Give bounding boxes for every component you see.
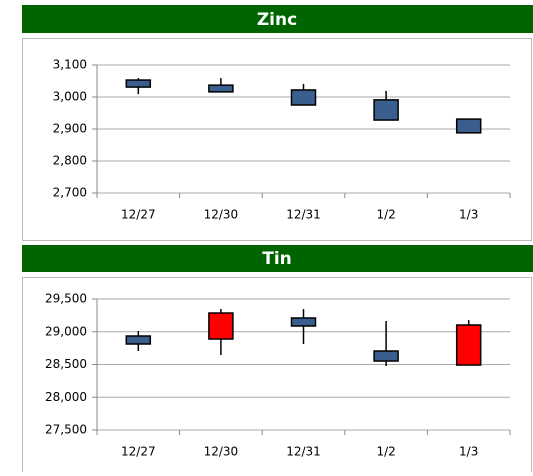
candle-body: [455, 324, 482, 366]
candle-body: [455, 118, 482, 134]
x-tick-label: 1/2: [376, 208, 395, 222]
chart-frame: [22, 38, 532, 241]
x-tick-label: 1/3: [459, 445, 478, 459]
x-tick-label: 1/2: [376, 445, 395, 459]
y-tick-label: 3,000: [53, 90, 87, 104]
title-bar: [22, 245, 533, 272]
candle-body: [125, 79, 152, 88]
x-tick-label: 12/30: [204, 208, 239, 222]
title-bar: [22, 5, 533, 33]
candle-body: [290, 89, 317, 106]
y-tick-label: 28,000: [45, 390, 87, 404]
y-tick-label: 29,500: [45, 292, 87, 306]
y-tick-label: 2,700: [53, 186, 87, 200]
chart-frame: [22, 277, 532, 476]
y-tick-label: 2,900: [53, 122, 87, 136]
x-tick-label: 12/31: [286, 445, 321, 459]
candle-body: [290, 317, 317, 327]
candle-body: [125, 335, 152, 345]
x-tick-label: 1/3: [459, 208, 478, 222]
x-tick-label: 12/27: [121, 445, 156, 459]
candle-body: [208, 84, 234, 93]
chart-title: Zinc: [257, 10, 297, 30]
candle-body: [373, 350, 399, 362]
y-tick-label: 2,800: [53, 154, 87, 168]
y-tick-label: 27,500: [45, 423, 87, 437]
x-tick-label: 12/27: [121, 208, 156, 222]
chart-title: Tin: [262, 249, 292, 269]
x-tick-label: 12/31: [286, 208, 321, 222]
y-tick-label: 3,100: [53, 58, 87, 72]
y-tick-label: 28,500: [45, 357, 87, 371]
candle-body: [208, 312, 234, 340]
x-tick-label: 12/30: [204, 445, 239, 459]
y-tick-label: 29,000: [45, 324, 87, 338]
candle-body: [373, 99, 399, 121]
